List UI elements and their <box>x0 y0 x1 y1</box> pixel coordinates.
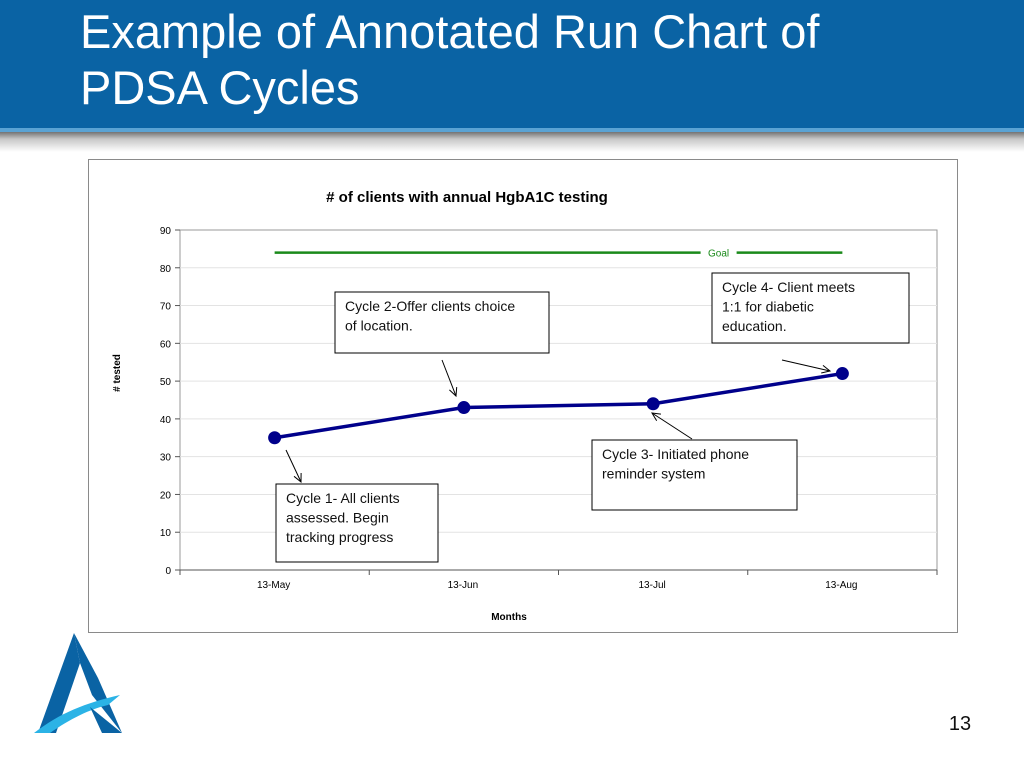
annotation-text: Cycle 2-Offer clients choice <box>345 298 515 314</box>
data-point <box>646 397 660 411</box>
a-logo-icon <box>34 633 122 733</box>
y-tick-label: 30 <box>160 453 172 464</box>
annotation-text: reminder system <box>602 466 705 482</box>
annotation-text: of location. <box>345 318 413 334</box>
y-tick-label: 20 <box>160 490 172 501</box>
run-chart: # of clients with annual HgbA1C testing 0… <box>112 189 938 623</box>
y-tick-label: 80 <box>160 264 172 275</box>
chart-frame: # of clients with annual HgbA1C testing 0… <box>88 159 958 633</box>
annotation-box <box>334 291 550 354</box>
y-tick-label: 70 <box>160 302 172 313</box>
annotation-arrowhead <box>449 386 458 398</box>
y-tick-label: 10 <box>160 528 172 539</box>
x-tick-label: 13-Jul <box>639 580 666 591</box>
annotation-arrowhead <box>293 472 302 484</box>
x-axis-label: Months <box>491 612 527 623</box>
annotation-arrowhead <box>651 412 661 421</box>
x-tick-label: 13-Aug <box>825 580 857 591</box>
y-tick-label: 50 <box>160 377 172 388</box>
goal-label: Goal <box>708 249 729 260</box>
annotation-arrow <box>441 359 457 397</box>
y-tick-label: 90 <box>160 226 172 237</box>
slide-title: Example of Annotated Run Chart of PDSA C… <box>80 5 820 114</box>
chart-title: # of clients with annual HgbA1C testing <box>326 189 608 206</box>
y-tick-label: 40 <box>160 415 172 426</box>
annotation-text: Cycle 4- Client meets <box>722 279 855 295</box>
slide-number: 13 <box>948 713 972 735</box>
annotation-text: education. <box>722 318 787 334</box>
annotation-text: tracking progress <box>286 529 393 545</box>
data-point <box>835 367 849 381</box>
annotation-box <box>711 272 910 344</box>
annotation-arrow <box>781 359 831 372</box>
annotation-text: Cycle 3- Initiated phone <box>602 446 749 462</box>
y-axis-label: # tested <box>112 354 123 392</box>
annotation-arrow <box>285 449 302 483</box>
annotation-box <box>275 483 439 563</box>
annotation-arrow <box>651 412 693 440</box>
x-tick-label: 13-May <box>257 580 290 591</box>
header-shadow <box>0 132 1024 152</box>
annotation-text: 1:1 for diabetic <box>722 299 814 315</box>
data-point <box>268 431 282 445</box>
annotation-arrowhead <box>821 364 832 374</box>
annotation-box <box>591 439 798 511</box>
y-tick-label: 0 <box>165 566 171 577</box>
series-line <box>274 371 843 440</box>
data-point <box>457 401 471 415</box>
x-tick-label: 13-Jun <box>448 580 479 591</box>
annotation-text: Cycle 1- All clients <box>286 490 400 506</box>
y-tick-label: 60 <box>160 339 172 350</box>
slide-header <box>0 0 1024 132</box>
annotation-text: assessed. Begin <box>286 510 389 526</box>
